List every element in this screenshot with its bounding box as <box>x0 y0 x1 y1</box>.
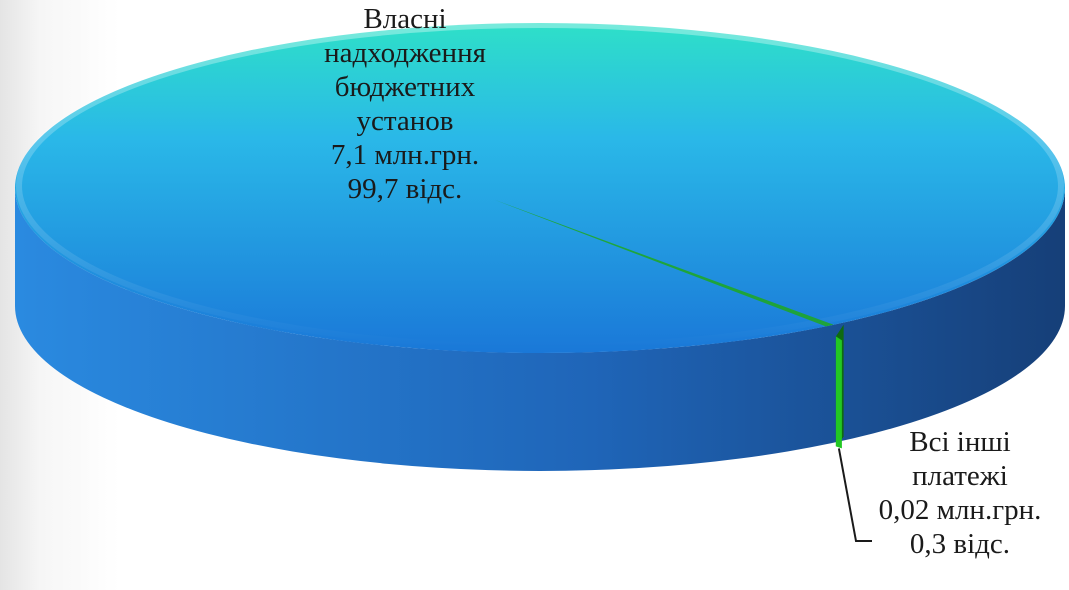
slice-name-line: установ <box>270 104 540 138</box>
slice-value-label: 0,02 млн.грн. <box>855 493 1065 527</box>
slice-name-line: Власні <box>270 2 540 36</box>
slice-name-line: бюджетних <box>270 70 540 104</box>
slice-percent-label: 99,7 відс. <box>270 172 540 206</box>
slice-label-main: Власні надходження бюджетних установ 7,1… <box>270 2 540 206</box>
slice-value-label: 7,1 млн.грн. <box>270 138 540 172</box>
slice-name-line: надходження <box>270 36 540 70</box>
pie-slice-other-edge <box>836 336 842 448</box>
slice-label-other: Всі інші платежі 0,02 млн.грн. 0,3 відс. <box>855 425 1065 561</box>
slice-name-line: платежі <box>855 459 1065 493</box>
slice-name-line: Всі інші <box>855 425 1065 459</box>
slice-percent-label: 0,3 відс. <box>855 527 1065 561</box>
